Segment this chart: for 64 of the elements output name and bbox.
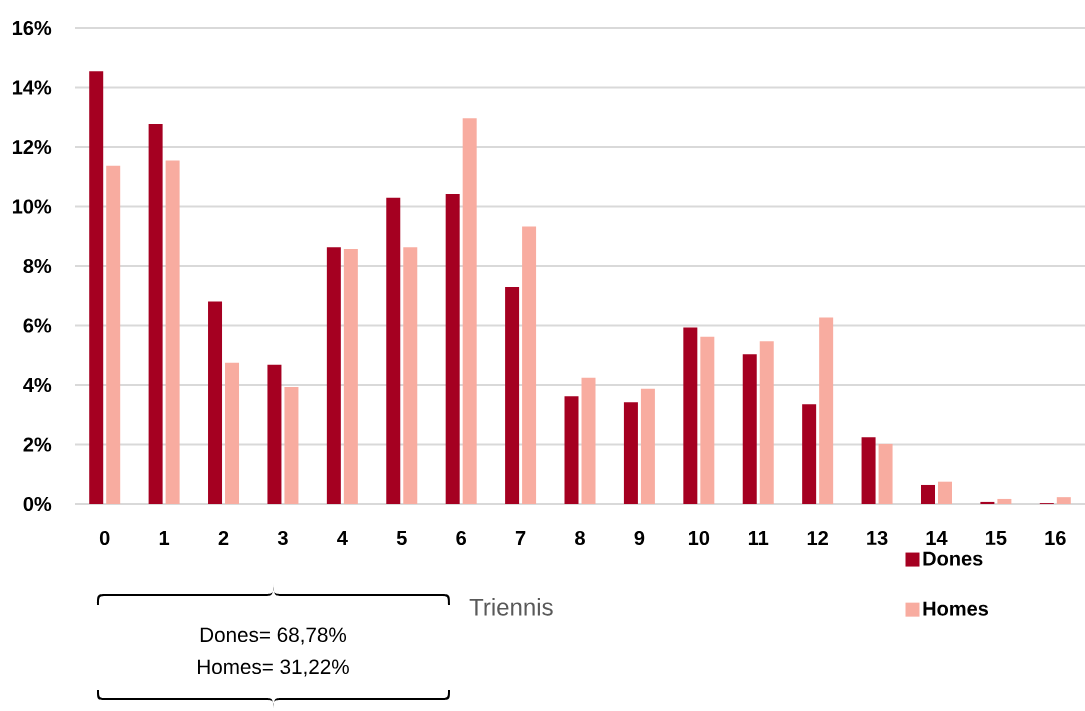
bar: [165, 160, 180, 504]
bar: [878, 443, 893, 504]
x-tick-label: 12: [807, 531, 828, 545]
bar: [564, 396, 579, 504]
bar: [861, 437, 876, 504]
bar: [148, 124, 163, 504]
x-tick-label: 0: [99, 530, 110, 546]
bar: [462, 118, 477, 504]
x-tick-label: 16: [1045, 530, 1066, 546]
bar: [742, 354, 757, 504]
bar: [997, 498, 1012, 504]
x-tick-label: 15: [986, 531, 1007, 545]
x-tick-label: 11: [748, 531, 769, 545]
y-tick-label: 4%: [23, 377, 52, 393]
y-tick-label: 14%: [12, 80, 52, 95]
bar: [326, 247, 341, 504]
legend-label: Homes: [923, 601, 989, 616]
bar: [106, 165, 121, 504]
bar: [937, 481, 952, 504]
bar: [267, 364, 282, 504]
y-tick-label: 16%: [12, 20, 52, 36]
x-tick-label: 3: [277, 530, 288, 546]
x-tick-label: 8: [575, 530, 585, 546]
x-axis-title: Triennis: [469, 598, 553, 616]
y-tick-label: 6%: [23, 318, 52, 333]
y-tick-label: 0%: [23, 496, 52, 512]
bar: [386, 197, 401, 504]
y-tick-label: 10%: [12, 199, 52, 214]
bar: [623, 402, 638, 504]
bar: [683, 327, 698, 504]
y-tick-label: 8%: [23, 258, 52, 274]
bar: [225, 362, 240, 504]
x-tick-label: 10: [688, 530, 710, 546]
bar: [819, 317, 834, 504]
bar: [403, 247, 418, 504]
bar: [980, 501, 995, 504]
bar: [640, 388, 655, 504]
bar: [581, 377, 596, 504]
x-tick-label: 7: [515, 531, 526, 545]
legend-label: Dones: [923, 551, 983, 566]
x-tick-label: 13: [867, 530, 888, 546]
bar: [284, 387, 299, 504]
bar: [522, 226, 537, 504]
bar: [89, 71, 104, 504]
x-tick-label: 2: [218, 531, 229, 545]
bar: [802, 404, 817, 504]
bar: [343, 249, 358, 504]
text: Dones= 68,78%: [200, 627, 347, 645]
x-tick-label: 6: [456, 530, 467, 546]
y-tick-label: 2%: [23, 437, 52, 452]
y-tick-label: 12%: [12, 139, 52, 155]
bar: [208, 301, 223, 504]
bar: [700, 336, 715, 504]
bar: [505, 287, 520, 504]
x-tick-label: 14: [926, 531, 948, 545]
x-tick-label: 1: [159, 531, 170, 545]
text: Homes= 31,22%: [198, 659, 349, 677]
bar: [1056, 497, 1071, 504]
x-tick-label: 5: [396, 531, 407, 545]
bar: [445, 194, 460, 504]
x-tick-label: 4: [337, 531, 348, 545]
bar: [920, 484, 935, 504]
bar: [759, 341, 774, 504]
x-tick-label: 9: [634, 530, 645, 546]
